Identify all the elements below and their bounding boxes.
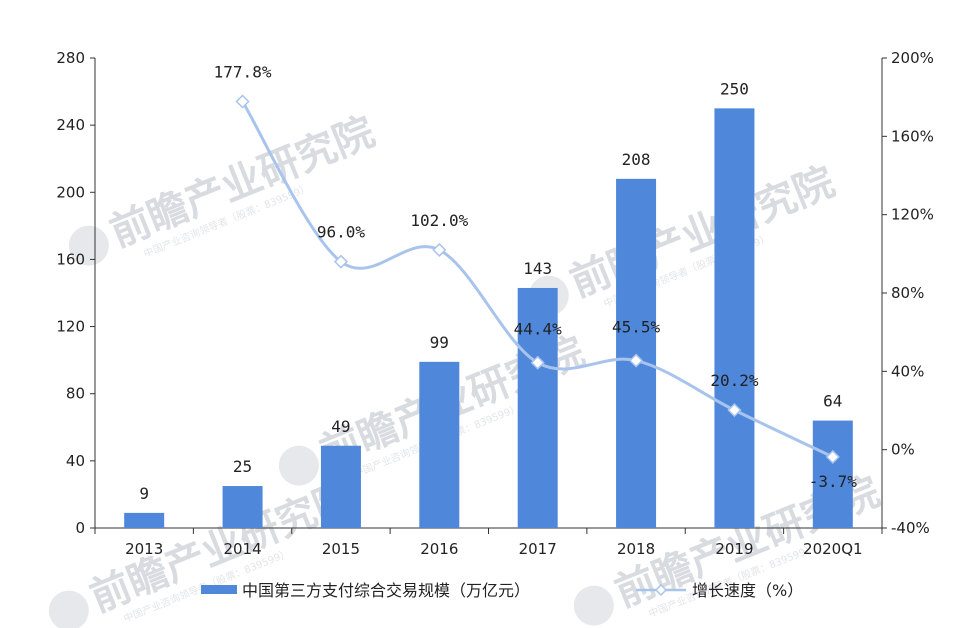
data-labels: 9 25 49 99 143 208 250 64 177.8% 96.0% 102.0% 44.4%… [139, 62, 857, 502]
bar-data-label: 64 [823, 392, 842, 411]
y-left-tick-label: 120 [56, 318, 85, 336]
growth-point [629, 353, 644, 368]
bar-data-label: 208 [622, 150, 651, 169]
growth-point [727, 403, 742, 418]
growth-data-label: 102.0% [410, 211, 468, 230]
x-tick-label: 2016 [420, 540, 458, 558]
bar [517, 287, 558, 528]
x-tick-label: 2013 [125, 540, 163, 558]
y-left-tick-label: 280 [56, 49, 85, 67]
bar [320, 445, 361, 528]
bar-data-label: 9 [139, 484, 149, 503]
legend-line-label: 增长速度（%） [692, 581, 803, 600]
axes: 0 40 80 120 160 200 240 280 -40% 0% 40% 80% 120% 160%… [56, 49, 934, 558]
x-tick-label: 2015 [322, 540, 360, 558]
growth-data-label: 96.0% [317, 223, 366, 242]
watermark-logo [573, 585, 614, 626]
growth-point [235, 94, 250, 109]
growth-point [333, 254, 348, 269]
x-tick-label: 2018 [617, 540, 655, 558]
bar-data-label: 143 [523, 259, 552, 278]
y-left-tick-label: 200 [56, 183, 85, 201]
bar-series [124, 108, 853, 528]
bar-data-label: 99 [430, 333, 449, 352]
watermark-logo [48, 590, 89, 628]
legend: 中国第三方支付综合交易规模（万亿元） 增长速度（%） [201, 581, 803, 600]
y-right-tick-label: 80% [891, 284, 924, 302]
growth-data-label: 20.2% [710, 371, 759, 390]
y-right-tick-label: 200% [891, 49, 934, 67]
bar-data-label: 49 [331, 417, 350, 436]
y-left-tick-label: 40 [66, 452, 85, 470]
x-tick-label: 2017 [519, 540, 557, 558]
y-left-tick-label: 240 [56, 116, 85, 134]
watermark-logo [278, 445, 319, 486]
y-left-tick-label: 160 [56, 250, 85, 268]
growth-data-label: 177.8% [214, 62, 272, 81]
y-right-tick-label: 160% [891, 127, 934, 145]
bar-data-label: 25 [233, 457, 252, 476]
bar [419, 361, 460, 528]
growth-data-label: 44.4% [514, 320, 563, 339]
watermark-text: 前瞻产业研究院 [564, 159, 841, 307]
growth-point [530, 355, 545, 370]
y-left-tick-label: 80 [66, 385, 85, 403]
bar-data-label: 250 [720, 79, 749, 98]
line-series [235, 94, 840, 464]
bar [616, 178, 657, 528]
y-right-tick-label: 120% [891, 206, 934, 224]
legend-bar-label: 中国第三方支付综合交易规模（万亿元） [242, 581, 530, 600]
y-right-tick-label: 40% [891, 362, 924, 380]
y-right-tick-label: 0% [891, 441, 915, 459]
growth-point [432, 242, 447, 257]
legend-line-marker [654, 583, 668, 597]
y-right-tick-label: -40% [891, 519, 930, 537]
watermark-logo [68, 225, 109, 266]
bar [124, 512, 165, 528]
y-left-tick-label: 0 [75, 519, 85, 537]
bar [714, 108, 755, 528]
legend-bar-swatch [201, 585, 237, 594]
x-tick-label: 2014 [223, 540, 261, 558]
x-tick-label: 2020Q1 [803, 540, 863, 558]
bar [222, 486, 263, 528]
bar [812, 420, 853, 528]
growth-point [825, 449, 840, 464]
x-tick-label: 2019 [715, 540, 753, 558]
growth-data-label: 45.5% [612, 318, 661, 337]
growth-data-label: -3.7% [809, 472, 858, 491]
